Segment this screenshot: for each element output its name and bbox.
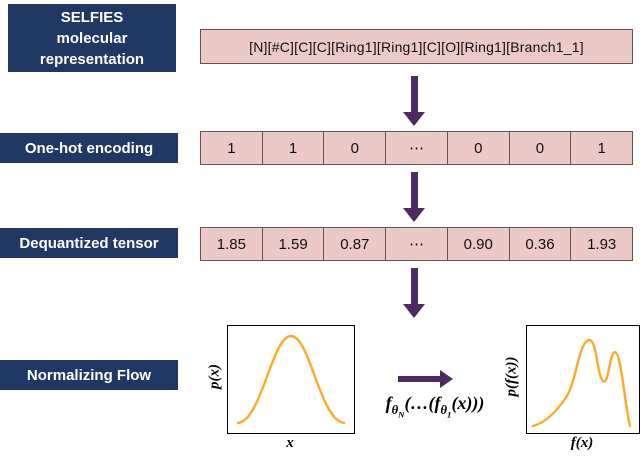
multimodal-curve: [531, 338, 632, 428]
arrow-stem: [410, 172, 418, 208]
dequantized-vector: 1.85 1.59 0.87 ⋯ 0.90 0.36 1.93: [200, 227, 634, 261]
onehot-encoding-label: One-hot encoding: [0, 133, 178, 163]
arrow-stem: [410, 268, 418, 304]
selfies-representation-label: SELFIES molecular representation: [8, 4, 176, 72]
selfies-label-line: representation: [39, 50, 145, 68]
gaussian-curve: [236, 334, 346, 425]
fn-inner: f: [434, 393, 441, 413]
down-arrow: [403, 76, 425, 126]
flow-transform-expression: fθN(…(fθ1(x))): [346, 393, 524, 419]
dequantized-cell: 0.36: [508, 227, 572, 261]
arrow-head: [440, 370, 453, 388]
onehot-cell: 1: [261, 131, 325, 165]
selfies-label-line: molecular: [56, 29, 128, 47]
index-outer: N: [398, 409, 405, 420]
right-arrow: [398, 370, 453, 388]
selfies-label-line: SELFIES: [60, 8, 124, 26]
expr-tail: (x))): [451, 393, 485, 413]
output-plot-ylabel: p(f(x)): [503, 356, 520, 397]
arrow-stem: [398, 376, 440, 382]
down-arrow: [403, 172, 425, 222]
input-distribution-plot: [227, 325, 355, 434]
fn-outer: f: [385, 393, 392, 413]
onehot-cell: 0: [323, 131, 387, 165]
onehot-cell: 1: [200, 131, 263, 165]
arrow-head: [403, 112, 425, 126]
arrow-head: [403, 208, 425, 222]
down-arrow: [403, 268, 425, 318]
selfies-string-box: [N][#C][C][C][Ring1][Ring1][C][O][Ring1]…: [200, 29, 633, 64]
theta-outer: θ: [391, 402, 399, 417]
arrow-stem: [410, 76, 418, 112]
output-plot-xlabel: f(x): [570, 435, 594, 451]
onehot-cell: 1: [570, 131, 634, 165]
onehot-vector: 1 1 0 ⋯ 0 0 1: [200, 131, 634, 165]
normalizing-flow-label: Normalizing Flow: [0, 360, 178, 390]
onehot-cell: 0: [446, 131, 510, 165]
input-plot-xlabel: x: [286, 435, 294, 451]
index-inner: 1: [447, 409, 452, 420]
dequantized-cell: 1.59: [261, 227, 325, 261]
theta-inner: θ: [440, 402, 448, 417]
onehot-cell: 0: [508, 131, 572, 165]
dequantized-cell: 0.90: [446, 227, 510, 261]
onehot-cell-ellipsis: ⋯: [385, 131, 448, 165]
input-plot-ylabel: p(x): [206, 364, 223, 389]
expr-mid: (…(: [404, 393, 435, 413]
dequantized-cell: 1.93: [570, 227, 634, 261]
dequantized-cell-ellipsis: ⋯: [385, 227, 448, 261]
arrow-head: [403, 304, 425, 318]
dequantized-cell: 0.87: [323, 227, 387, 261]
dequantized-tensor-label: Dequantized tensor: [0, 228, 178, 258]
output-distribution-plot: [526, 325, 640, 434]
dequantized-cell: 1.85: [200, 227, 263, 261]
